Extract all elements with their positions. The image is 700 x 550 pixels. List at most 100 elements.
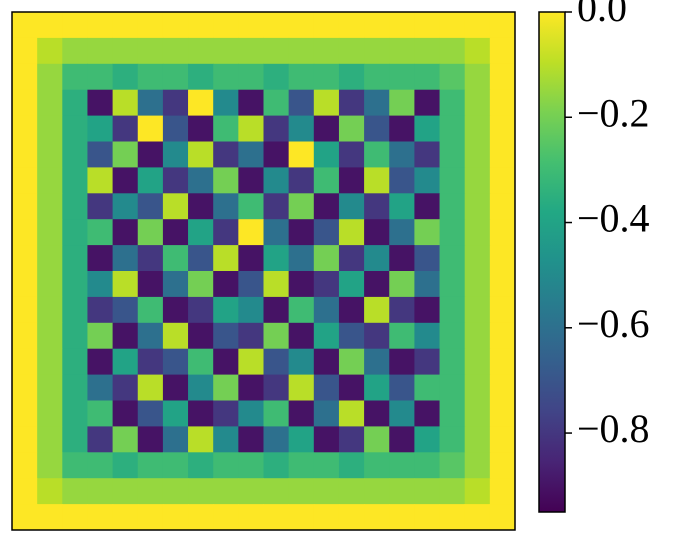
- heatmap-cell: [439, 504, 466, 531]
- heatmap-cell: [238, 426, 264, 453]
- heatmap-cell: [12, 167, 38, 194]
- heatmap-cell: [439, 193, 466, 220]
- heatmap-cell: [62, 478, 88, 505]
- heatmap-cell: [87, 348, 114, 376]
- heatmap-cell: [112, 167, 139, 194]
- heatmap-cell: [489, 115, 516, 142]
- heatmap-cell: [489, 504, 516, 531]
- heatmap-cell: [112, 426, 139, 453]
- heatmap-cell: [464, 374, 491, 401]
- heatmap-cell: [12, 374, 38, 401]
- heatmap-cell: [37, 374, 63, 401]
- heatmap-cell: [313, 89, 340, 117]
- heatmap-cell: [389, 400, 415, 427]
- heatmap-cell: [439, 63, 466, 91]
- heatmap-cell: [338, 504, 365, 531]
- heatmap-cell: [263, 141, 290, 168]
- heatmap-cell: [112, 271, 139, 298]
- heatmap-cell: [213, 89, 239, 117]
- heatmap-cell: [37, 245, 63, 272]
- heatmap-cell: [464, 37, 491, 65]
- heatmap-cell: [338, 271, 365, 298]
- heatmap-cell: [238, 89, 264, 117]
- heatmap-cell: [213, 478, 239, 505]
- heatmap-cell: [137, 63, 164, 91]
- heatmap-cell: [137, 271, 164, 298]
- heatmap-cell: [213, 452, 239, 479]
- heatmap-cell: [213, 348, 239, 376]
- heatmap-cell: [37, 426, 63, 453]
- heatmap-cell: [464, 115, 491, 142]
- heatmap-cell: [489, 193, 516, 220]
- heatmap-cell: [188, 89, 214, 117]
- heatmap-cell: [338, 426, 365, 453]
- heatmap-cell: [87, 89, 114, 117]
- heatmap-cell: [37, 296, 63, 324]
- heatmap-cell: [112, 245, 139, 272]
- heatmap-cell: [464, 271, 491, 298]
- heatmap-cell: [439, 89, 466, 117]
- heatmap-cell: [263, 63, 290, 91]
- heatmap-cell: [313, 245, 340, 272]
- heatmap-cell: [364, 296, 390, 324]
- plot-frame: [11, 11, 516, 531]
- heatmap-cell: [238, 193, 264, 220]
- heatmap-cell: [288, 141, 315, 168]
- heatmap-cell: [162, 245, 189, 272]
- heatmap-cell: [188, 271, 214, 298]
- heatmap-cell: [464, 167, 491, 194]
- heatmap-cell: [62, 167, 88, 194]
- heatmap-cell: [12, 400, 38, 427]
- heatmap-cell: [62, 271, 88, 298]
- heatmap-cell: [162, 452, 189, 479]
- heatmap-cell: [464, 426, 491, 453]
- heatmap-cell: [338, 37, 365, 65]
- heatmap-cell: [37, 193, 63, 220]
- heatmap-cell: [112, 374, 139, 401]
- heatmap-cell: [489, 89, 516, 117]
- heatmap-cell: [288, 115, 315, 142]
- heatmap-cell: [87, 478, 114, 505]
- heatmap-cell: [464, 478, 491, 505]
- heatmap-cell: [414, 89, 441, 117]
- heatmap-cell: [364, 426, 390, 453]
- heatmap-cell: [112, 115, 139, 142]
- heatmap-cell: [162, 89, 189, 117]
- heatmap-cell: [238, 348, 264, 376]
- heatmap-cell: [288, 504, 315, 531]
- heatmap-cell: [364, 219, 390, 246]
- heatmap-cell: [389, 245, 415, 272]
- heatmap-cell: [288, 37, 315, 65]
- heatmap-cell: [288, 193, 315, 220]
- heatmap-cell: [389, 12, 415, 39]
- heatmap-cell: [213, 400, 239, 427]
- heatmap-cell: [338, 452, 365, 479]
- heatmap-cell: [439, 322, 466, 350]
- heatmap-cell: [112, 452, 139, 479]
- heatmap-cell: [37, 141, 63, 168]
- heatmap-cell: [464, 219, 491, 246]
- heatmap-cell: [288, 271, 315, 298]
- heatmap-cell: [162, 141, 189, 168]
- heatmap-cell: [338, 245, 365, 272]
- heatmap-cell: [263, 12, 290, 39]
- heatmap-cell: [263, 400, 290, 427]
- heatmap-cell: [439, 296, 466, 324]
- heatmap-cell: [137, 374, 164, 401]
- heatmap-cell: [338, 167, 365, 194]
- heatmap-cell: [263, 322, 290, 350]
- heatmap-cell: [162, 426, 189, 453]
- heatmap-cell: [112, 37, 139, 65]
- heatmap-cell: [87, 193, 114, 220]
- heatmap-cell: [87, 37, 114, 65]
- heatmap-cell: [288, 89, 315, 117]
- heatmap-cell: [37, 504, 63, 531]
- heatmap-cell: [313, 374, 340, 401]
- heatmap-cell: [263, 348, 290, 376]
- heatmap-cell: [313, 348, 340, 376]
- heatmap-cell: [338, 374, 365, 401]
- heatmap-cell: [12, 115, 38, 142]
- heatmap-cell: [389, 271, 415, 298]
- heatmap-cell: [12, 63, 38, 91]
- heatmap-cell: [313, 219, 340, 246]
